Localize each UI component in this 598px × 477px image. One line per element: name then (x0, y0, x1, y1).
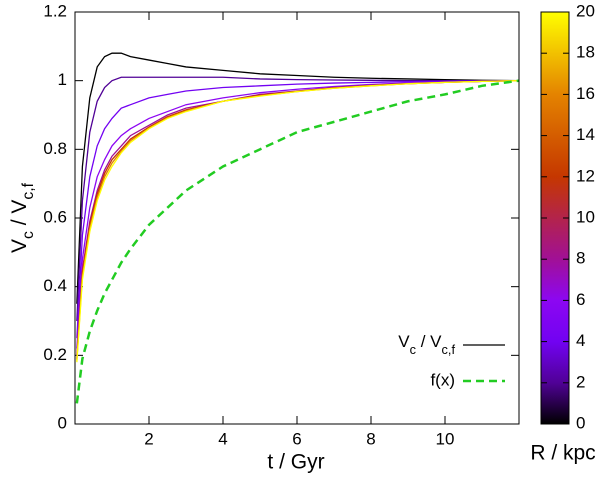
x-axis-label: t / Gyr (267, 451, 324, 474)
y-tick-label: 0.6 (43, 207, 67, 226)
y-tick-label: 1.2 (43, 1, 67, 20)
curve (76, 80, 520, 363)
colorbar-tick-label: 16 (576, 84, 595, 103)
legend-label: Vc / Vc,f (398, 332, 455, 356)
y-tick-label: 0.4 (43, 276, 67, 295)
colorbar-tick-label: 10 (576, 207, 595, 226)
y-axis-label: Vc / Vc,f (8, 182, 37, 253)
colorbar-tick-label: 0 (576, 413, 585, 432)
colorbar-tick-label: 18 (576, 43, 595, 62)
colorbar-label: R / kpc (530, 442, 595, 465)
label-part: / V (8, 200, 31, 232)
label-part: V (8, 239, 31, 253)
x-tick-label: 8 (366, 429, 375, 448)
subscript: c (20, 231, 37, 239)
y-tick-label: 0.2 (43, 345, 67, 364)
curve (76, 52, 520, 304)
x-tick-label: 2 (144, 429, 153, 448)
colorbar-tick-label: 14 (576, 125, 595, 144)
legend-label: f(x) (430, 370, 455, 389)
curve (76, 80, 520, 361)
colorbar-tick-label: 20 (576, 1, 595, 20)
subscript: c,f (20, 182, 37, 199)
curve (76, 80, 520, 339)
colorbar-tick-label: 8 (576, 249, 585, 268)
subscript: c (410, 342, 417, 357)
curve (76, 76, 519, 322)
x-tick-label: 6 (292, 429, 301, 448)
reference-curve (75, 79, 520, 404)
curve (76, 80, 520, 349)
y-tick-label: 0 (58, 413, 67, 432)
x-tick-label: 10 (436, 429, 455, 448)
y-tick-label: 0.8 (43, 139, 67, 158)
subscript: c,f (442, 342, 456, 357)
colorbar-tick-label: 4 (576, 331, 585, 350)
colorbar-tick-label: 6 (576, 290, 585, 309)
label-part: V (398, 332, 410, 351)
label-part: / V (416, 332, 442, 351)
y-tick-label: 1 (58, 70, 67, 89)
colorbar-tick-label: 12 (576, 166, 595, 185)
x-tick-label: 4 (218, 429, 227, 448)
plot-frame (74, 11, 520, 425)
colorbar-tick-label: 2 (576, 372, 585, 391)
